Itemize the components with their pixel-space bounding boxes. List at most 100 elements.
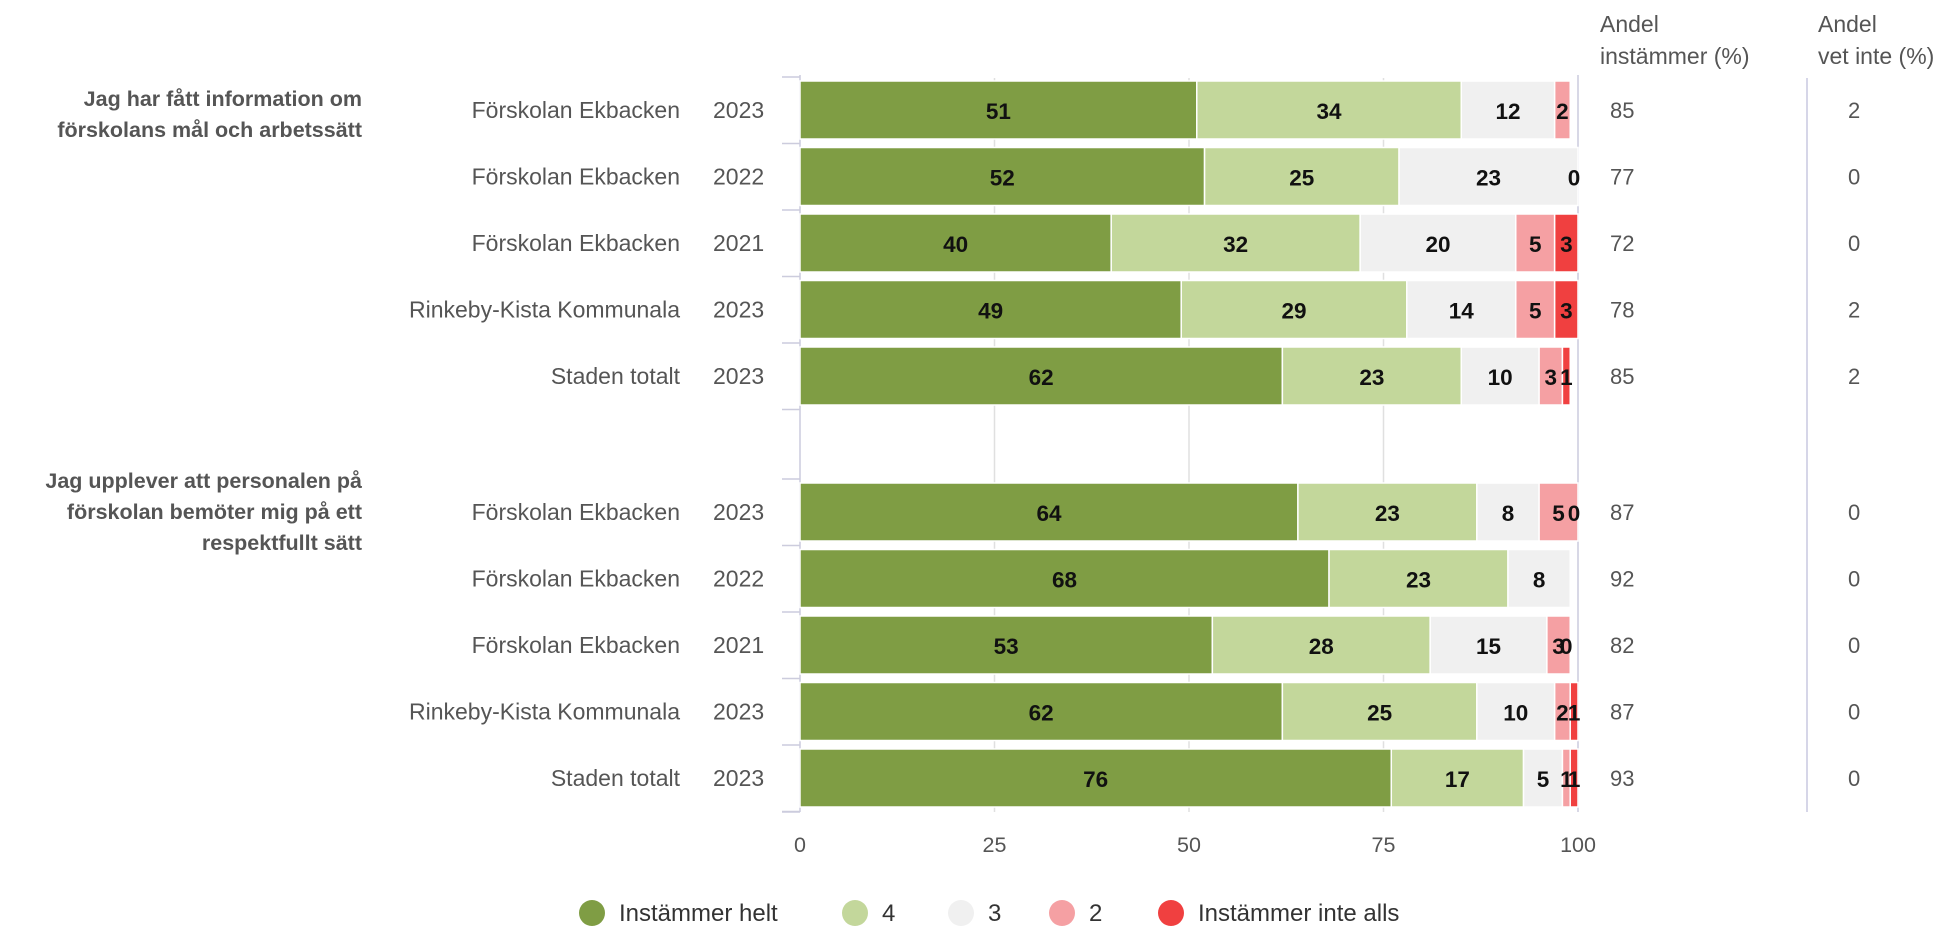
segment-value-label: 53 [994,634,1019,659]
year-label: 2023 [713,699,764,725]
unit-label: Förskolan Ekbacken [472,566,680,592]
segment-value-label: 2 [1556,701,1569,726]
unit-label: Förskolan Ekbacken [472,632,680,658]
unit-label: Staden totalt [551,363,681,389]
bar-segment [1398,146,1579,207]
segment-value-label: 0 [1568,501,1581,526]
year-label: 2022 [713,566,764,592]
year-label: 2023 [713,499,764,525]
andel-vet-inte-value: 2 [1848,364,1860,389]
legend-label: 3 [988,900,1001,927]
segment-value-label: 62 [1029,365,1054,390]
year-label: 2023 [713,765,764,791]
year-label: 2023 [713,97,764,123]
segment-value-label: 1 [1560,767,1573,792]
andel-vet-inte-header-line2: vet inte (%) [1818,43,1934,69]
andel-instammer-value: 87 [1610,500,1634,525]
x-tick-label: 50 [1177,833,1201,857]
segment-value-label: 25 [1289,166,1314,191]
bar-segment [799,482,1299,542]
segment-value-label: 5 [1537,767,1550,792]
segment-value-label: 68 [1052,568,1077,593]
andel-vet-inte-value: 0 [1848,567,1860,592]
segment-value-label: 5 [1529,299,1542,324]
bar-segment [1561,346,1571,406]
year-label: 2021 [713,632,764,658]
question-label-line: förskolans mål och arbetssätt [57,118,362,142]
bar-segment [799,213,1112,273]
bar-segment [1281,681,1478,742]
segment-value-label: 10 [1488,365,1513,390]
bar-segment [1515,213,1556,273]
bar-segment [1460,80,1556,140]
unit-label: Rinkeby-Kista Kommunala [409,699,680,725]
unit-label: Förskolan Ekbacken [472,230,680,256]
bar-segment [1406,279,1517,340]
andel-vet-inte-value: 0 [1848,500,1860,525]
bar-segment [1553,213,1579,273]
segment-value-label: 15 [1476,634,1501,659]
segment-value-label: 1 [1560,365,1573,390]
segment-value-label: 62 [1029,701,1054,726]
segment-value-label: 12 [1495,99,1520,124]
segment-value-label: 40 [943,232,968,257]
segment-value-label: 5 [1552,501,1565,526]
unit-label: Förskolan Ekbacken [472,97,680,123]
segment-value-label: 25 [1367,701,1392,726]
segment-value-label: 0 [1560,634,1573,659]
segment-value-label: 8 [1533,568,1546,593]
bar-segment [1546,615,1571,675]
unit-label: Förskolan Ekbacken [472,164,680,190]
andel-instammer-value: 92 [1610,567,1634,592]
andel-vet-inte-value: 0 [1848,766,1860,791]
segment-value-label: 8 [1502,501,1515,526]
bar-segment [1390,748,1525,808]
bar-segment [1553,279,1579,340]
legend-label: 4 [882,900,895,927]
bar-segment [1569,681,1579,742]
segment-value-label: 3 [1552,634,1565,659]
legend-label: Instämmer helt [619,900,778,927]
x-tick-label: 75 [1372,833,1396,857]
bar-segment [1429,615,1548,675]
legend-marker [579,900,605,926]
legend-marker [842,900,868,926]
segment-value-label: 23 [1406,568,1431,593]
question-label-line: respektfullt sätt [202,531,362,555]
andel-instammer-value: 77 [1610,165,1634,190]
andel-vet-inte-value: 0 [1848,633,1860,658]
legend-marker [1158,900,1184,926]
andel-instammer-value: 85 [1610,98,1634,123]
andel-vet-inte-value: 2 [1848,98,1860,123]
bar-segment [799,548,1330,609]
segment-value-label: 23 [1375,501,1400,526]
segment-value-label: 23 [1476,166,1501,191]
x-tick-label: 25 [983,833,1007,857]
bar-segment [799,80,1198,140]
bar-segment [1553,80,1571,140]
question-label-line: Jag har fått information om [84,87,362,111]
bar-segment [1460,346,1540,406]
segment-value-label: 52 [990,166,1015,191]
segment-value-label: 14 [1449,299,1475,324]
andel-vet-inte-value: 2 [1848,298,1860,323]
andel-instammer-value: 93 [1610,766,1634,791]
question-label-line: Jag upplever att personalen på [45,469,363,493]
segment-value-label: 34 [1317,99,1343,124]
andel-instammer-value: 87 [1610,700,1634,725]
unit-label: Staden totalt [551,765,681,791]
year-label: 2023 [713,363,764,389]
andel-vet-inte-value: 0 [1848,700,1860,725]
segment-value-label: 3 [1545,365,1558,390]
segment-value-label: 1 [1568,767,1581,792]
segment-value-label: 10 [1503,701,1528,726]
bar-segment [1203,146,1400,207]
bar-segment [1196,80,1463,140]
legend-label: Instämmer inte alls [1198,900,1399,927]
year-label: 2023 [713,297,764,323]
segment-value-label: 28 [1309,634,1334,659]
year-label: 2022 [713,164,764,190]
bar-segment [799,346,1284,406]
bar-segment [1211,615,1431,675]
